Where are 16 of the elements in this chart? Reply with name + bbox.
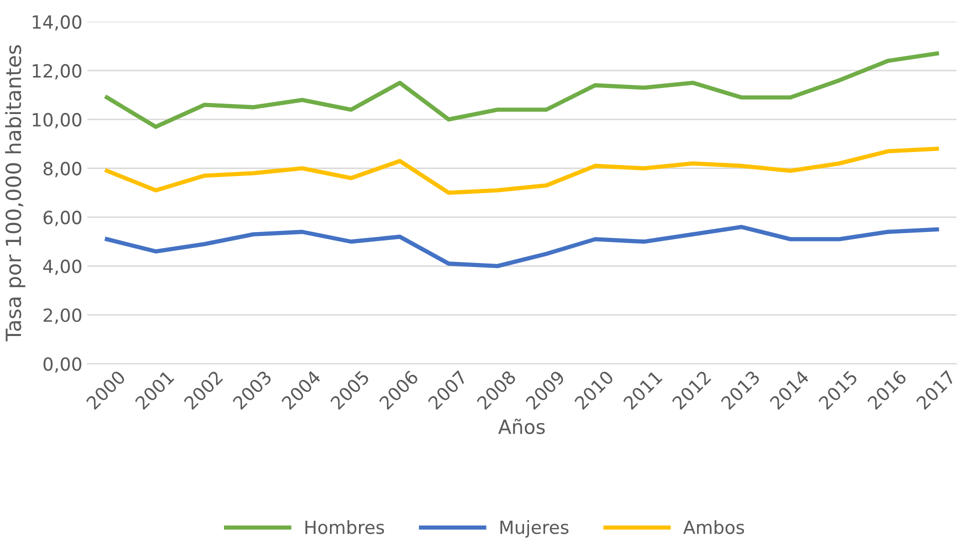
y-tick-label: 12,00 — [32, 64, 82, 80]
legend-label: Ambos — [683, 520, 744, 534]
line-series — [104, 224, 939, 268]
line-series — [104, 146, 939, 195]
line-series — [104, 51, 939, 129]
x-axis-title: Años — [498, 418, 545, 434]
legend-label: Mujeres — [500, 520, 568, 538]
y-tick-label: 8,00 — [44, 162, 82, 178]
y-tick-label: 6,00 — [44, 210, 82, 226]
y-tick-label: 10,00 — [32, 112, 82, 128]
y-axis-title: Tasa por 100,000 habitantes — [5, 45, 26, 342]
y-tick-label: 0,00 — [44, 357, 82, 373]
legend-label: Hombres — [305, 520, 384, 534]
y-tick-label: 14,00 — [32, 15, 82, 31]
y-tick-label: 2,00 — [44, 308, 82, 324]
y-tick-label: 4,00 — [43, 260, 82, 276]
